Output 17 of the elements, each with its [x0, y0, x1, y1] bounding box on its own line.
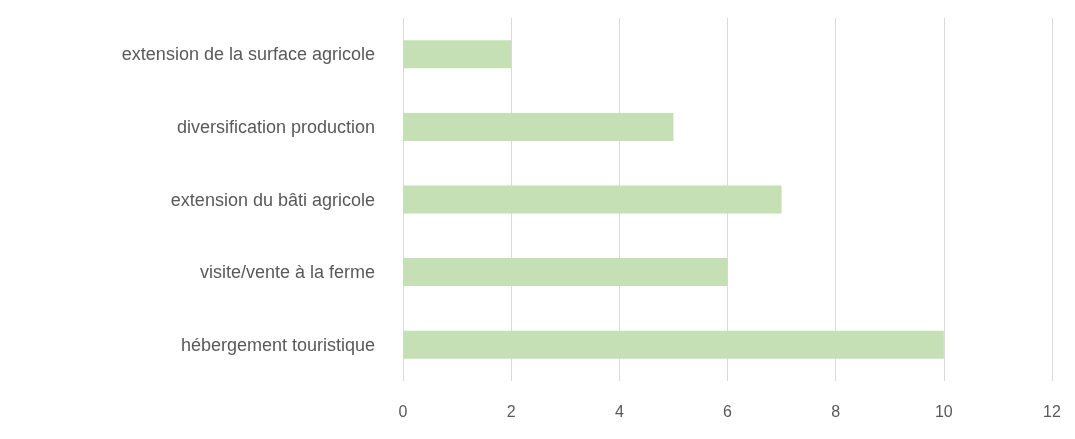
y-tick-label: extension de la surface agricole [121, 44, 375, 65]
x-tick-label: 2 [506, 402, 516, 420]
x-tick-label: 10 [934, 402, 953, 420]
x-tick-label: 6 [723, 402, 733, 420]
bar [403, 258, 728, 287]
bar [403, 330, 944, 359]
bar [403, 40, 512, 69]
x-tick-label: 0 [398, 402, 408, 420]
y-tick-label: diversification production [176, 116, 375, 137]
x-tick-label: 12 [1043, 402, 1061, 420]
bar [403, 185, 782, 214]
x-tick-label: 8 [831, 402, 841, 420]
y-tick-label: extension du bâti agricole [170, 189, 375, 210]
x-tick-label: 4 [614, 402, 624, 420]
y-tick-label: visite/vente à la ferme [199, 262, 375, 283]
bar [403, 112, 674, 141]
y-tick-label: hébergement touristique [180, 334, 375, 355]
